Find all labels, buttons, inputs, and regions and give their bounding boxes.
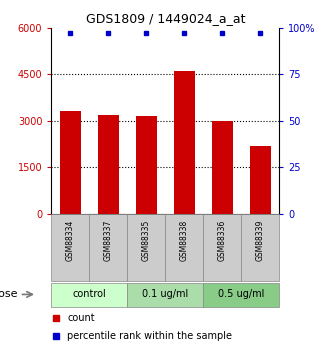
Text: GSM88335: GSM88335: [142, 219, 151, 261]
Text: percentile rank within the sample: percentile rank within the sample: [67, 331, 232, 341]
Text: GSM88337: GSM88337: [104, 219, 113, 261]
Text: GSM88339: GSM88339: [256, 219, 265, 261]
Text: 0.1 ug/ml: 0.1 ug/ml: [142, 289, 188, 299]
Bar: [212, 121, 233, 214]
Bar: [89, 214, 127, 281]
Bar: [51, 283, 127, 307]
Text: 0.5 ug/ml: 0.5 ug/ml: [218, 289, 265, 299]
Bar: [203, 214, 241, 281]
Bar: [250, 146, 271, 214]
Bar: [203, 283, 279, 307]
Bar: [165, 214, 203, 281]
Text: count: count: [67, 313, 95, 323]
Text: control: control: [73, 289, 106, 299]
Bar: [98, 115, 119, 214]
Text: GSM88338: GSM88338: [180, 219, 189, 260]
Title: GDS1809 / 1449024_a_at: GDS1809 / 1449024_a_at: [86, 12, 245, 25]
Bar: [51, 214, 89, 281]
Bar: [174, 71, 195, 214]
Text: GSM88334: GSM88334: [66, 219, 75, 261]
Text: dose: dose: [0, 289, 18, 298]
Bar: [241, 214, 279, 281]
Bar: [136, 116, 157, 214]
Text: GSM88336: GSM88336: [218, 219, 227, 261]
Bar: [60, 111, 81, 214]
Bar: [127, 214, 165, 281]
Bar: [127, 283, 203, 307]
